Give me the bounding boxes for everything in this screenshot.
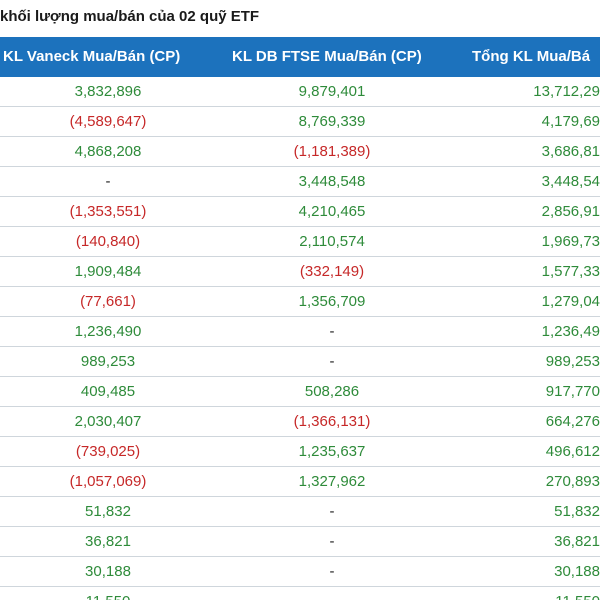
- cell-db-ftse: (1,366,131): [293, 413, 371, 430]
- table-row: (140,840) 2,110,574 1,969,73: [0, 227, 600, 257]
- header-total: Tổng KL Mua/Bá: [472, 48, 591, 65]
- cell-total: 1,236,49: [541, 323, 600, 340]
- cell-db-ftse: 3,448,548: [298, 173, 366, 190]
- cell-db-ftse: -: [216, 587, 448, 600]
- cell-vaneck: 989,253: [80, 353, 136, 370]
- cell-vaneck: (140,840): [75, 233, 141, 250]
- cell-db-ftse: (332,149): [299, 263, 365, 280]
- table-row: 2,030,407 (1,366,131) 664,276: [0, 407, 600, 437]
- cell-vaneck: (1,353,551): [69, 203, 147, 220]
- cell-vaneck: 4,868,208: [74, 143, 142, 160]
- cell-total: 51,832: [554, 503, 600, 520]
- header-db-ftse: KL DB FTSE Mua/Bán (CP): [232, 48, 422, 65]
- table-row: 409,485 508,286 917,770: [0, 377, 600, 407]
- table-row: (1,057,069) 1,327,962 270,893: [0, 467, 600, 497]
- cell-db-ftse: 2,110,574: [299, 233, 365, 250]
- cell-total: 989,253: [545, 353, 600, 370]
- cell-total: 13,712,29: [533, 83, 600, 100]
- table-row: 30,188 - 30,188: [0, 557, 600, 587]
- cell-db-ftse: 8,769,339: [298, 113, 366, 130]
- cell-total: 496,612: [545, 443, 600, 460]
- table-row: 989,253 - 989,253: [0, 347, 600, 377]
- cell-vaneck: 409,485: [80, 383, 136, 400]
- table-row: (739,025) 1,235,637 496,612: [0, 437, 600, 467]
- cell-total: 30,188: [554, 563, 600, 580]
- cell-total: 36,821: [554, 533, 600, 550]
- table-row: 51,832 - 51,832: [0, 497, 600, 527]
- cell-vaneck: (77,661): [80, 293, 136, 310]
- cell-vaneck: 11,550: [0, 587, 216, 600]
- cell-total: 1,969,73: [541, 233, 600, 250]
- cell-vaneck: 2,030,407: [74, 413, 142, 430]
- cell-db-ftse: -: [329, 563, 335, 580]
- cell-total: 664,276: [545, 413, 600, 430]
- cell-total: 2,856,91: [541, 203, 600, 220]
- cell-vaneck: 51,832: [85, 503, 131, 520]
- cell-db-ftse: -: [329, 323, 335, 340]
- cell-db-ftse: -: [329, 353, 335, 370]
- header-vaneck: KL Vaneck Mua/Bán (CP): [3, 48, 181, 65]
- cell-db-ftse: 508,286: [304, 383, 360, 400]
- table-row: 4,868,208 (1,181,389) 3,686,81: [0, 137, 600, 167]
- cell-vaneck: 1,236,490: [74, 323, 142, 340]
- cell-db-ftse: -: [329, 533, 335, 550]
- cell-vaneck: -: [105, 173, 111, 190]
- cell-db-ftse: 1,235,637: [298, 443, 366, 460]
- cell-total: 270,893: [545, 473, 600, 490]
- table-body: 3,832,896 9,879,401 13,712,29 (4,589,647) 8,…: [0, 77, 600, 600]
- cell-vaneck: 3,832,896: [74, 83, 142, 100]
- cell-total: 1,279,04: [541, 293, 600, 310]
- cell-db-ftse: 1,327,962: [298, 473, 366, 490]
- cell-db-ftse: 9,879,401: [298, 83, 366, 100]
- table-row: - 3,448,548 3,448,54: [0, 167, 600, 197]
- cell-vaneck: 1,909,484: [74, 263, 142, 280]
- cell-total: 11,550: [448, 587, 600, 600]
- cell-vaneck: (4,589,647): [69, 113, 147, 130]
- cell-total: 1,577,33: [541, 263, 600, 280]
- table-row: 1,236,490 - 1,236,49: [0, 317, 600, 347]
- table-row: 1,909,484 (332,149) 1,577,33: [0, 257, 600, 287]
- cell-vaneck: 30,188: [85, 563, 131, 580]
- cell-vaneck: (739,025): [75, 443, 141, 460]
- etf-volume-table: KL Vaneck Mua/Bán (CP) KL DB FTSE Mua/Bá…: [0, 37, 600, 600]
- table-row: 3,832,896 9,879,401 13,712,29: [0, 77, 600, 107]
- table-header-row: KL Vaneck Mua/Bán (CP) KL DB FTSE Mua/Bá…: [0, 37, 600, 77]
- cell-vaneck: 36,821: [85, 533, 131, 550]
- cell-total: 4,179,69: [541, 113, 600, 130]
- table-row: (1,353,551) 4,210,465 2,856,91: [0, 197, 600, 227]
- table-row: 36,821 - 36,821: [0, 527, 600, 557]
- cell-db-ftse: -: [329, 503, 335, 520]
- table-row: (4,589,647) 8,769,339 4,179,69: [0, 107, 600, 137]
- cell-vaneck: (1,057,069): [69, 473, 147, 490]
- table-row: 11,550-11,550: [0, 587, 600, 600]
- cell-db-ftse: 4,210,465: [298, 203, 366, 220]
- cell-total: 3,686,81: [541, 143, 600, 160]
- cell-total: 3,448,54: [541, 173, 600, 190]
- table-row: (77,661) 1,356,709 1,279,04: [0, 287, 600, 317]
- cell-db-ftse: 1,356,709: [298, 293, 366, 310]
- cell-total: 917,770: [545, 383, 600, 400]
- cell-db-ftse: (1,181,389): [293, 143, 371, 160]
- table-title: khối lượng mua/bán của 02 quỹ ETF: [0, 8, 260, 25]
